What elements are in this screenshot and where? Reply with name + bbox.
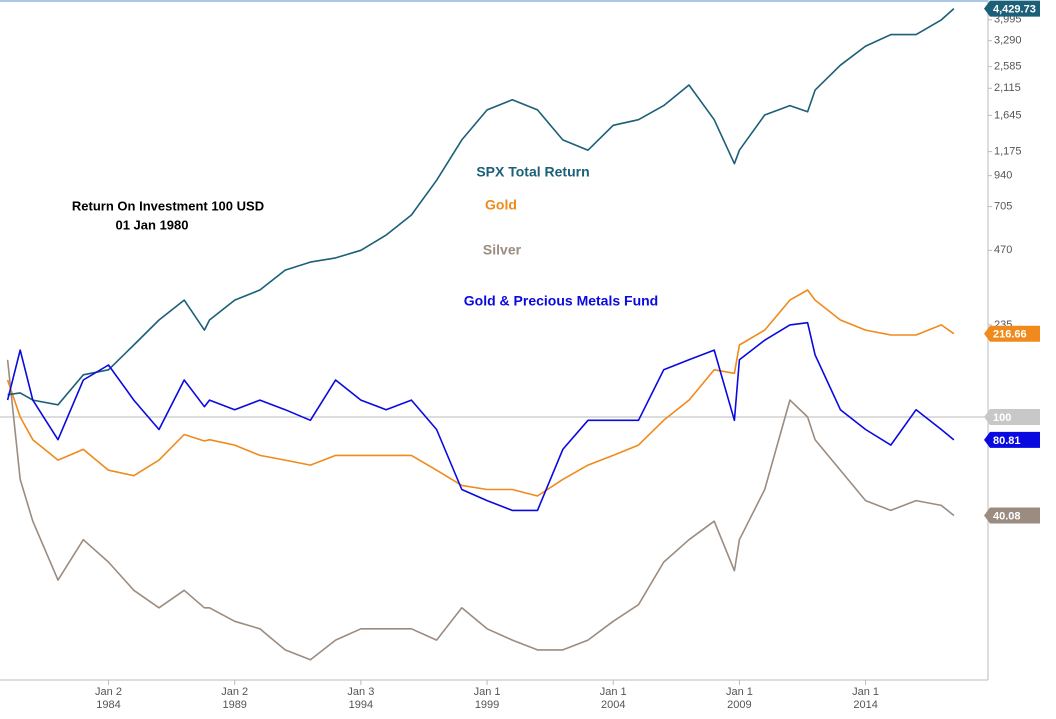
series-line: [6, 321, 955, 512]
series-line: [6, 289, 955, 497]
end-label: 40.08: [993, 510, 1021, 522]
y-tick-label: 705: [994, 201, 1012, 213]
end-label: 216.66: [993, 329, 1027, 341]
x-tick-label: Jan 2 1984: [95, 686, 122, 711]
end-label: 4,429.73: [993, 4, 1036, 16]
legend-label: SPX Total Return: [476, 164, 589, 180]
legend-label: Gold & Precious Metals Fund: [464, 293, 658, 309]
x-tick-label: Jan 2 1989: [221, 686, 248, 711]
legend-label: Silver: [483, 242, 522, 258]
end-label-box: [984, 0, 1040, 17]
end-label-box: [984, 431, 1040, 448]
y-tick-label: 3,995: [994, 14, 1022, 26]
legend-label: Gold: [485, 197, 517, 213]
x-tick-label: Jan 1 2014: [852, 686, 879, 711]
y-tick-label: 2,115: [994, 82, 1021, 94]
x-tick-label: Jan 1 2004: [600, 686, 627, 711]
y-tick-label: 470: [994, 244, 1012, 256]
y-tick-label: 940: [994, 170, 1012, 182]
y-tick-label: 2,585: [994, 61, 1022, 73]
x-tick-label: Jan 1 2009: [726, 686, 753, 711]
series-line: [7, 8, 955, 406]
y-tick-label: 1,175: [994, 145, 1022, 157]
annotation: Return On Investment 100 USD: [72, 198, 264, 213]
end-label: 80.81: [993, 435, 1021, 447]
reference-label: 100: [993, 412, 1011, 424]
series-line: [6, 359, 955, 661]
annotation: 01 Jan 1980: [115, 217, 188, 232]
end-label-box: [984, 325, 1040, 342]
end-label-box: [984, 507, 1040, 524]
x-tick-label: Jan 1 1999: [474, 686, 501, 711]
y-tick-label: 3,290: [994, 35, 1022, 47]
y-tick-label: 1,645: [994, 109, 1022, 121]
reference-label-box: [984, 408, 1040, 425]
x-tick-label: Jan 3 1994: [347, 686, 374, 711]
